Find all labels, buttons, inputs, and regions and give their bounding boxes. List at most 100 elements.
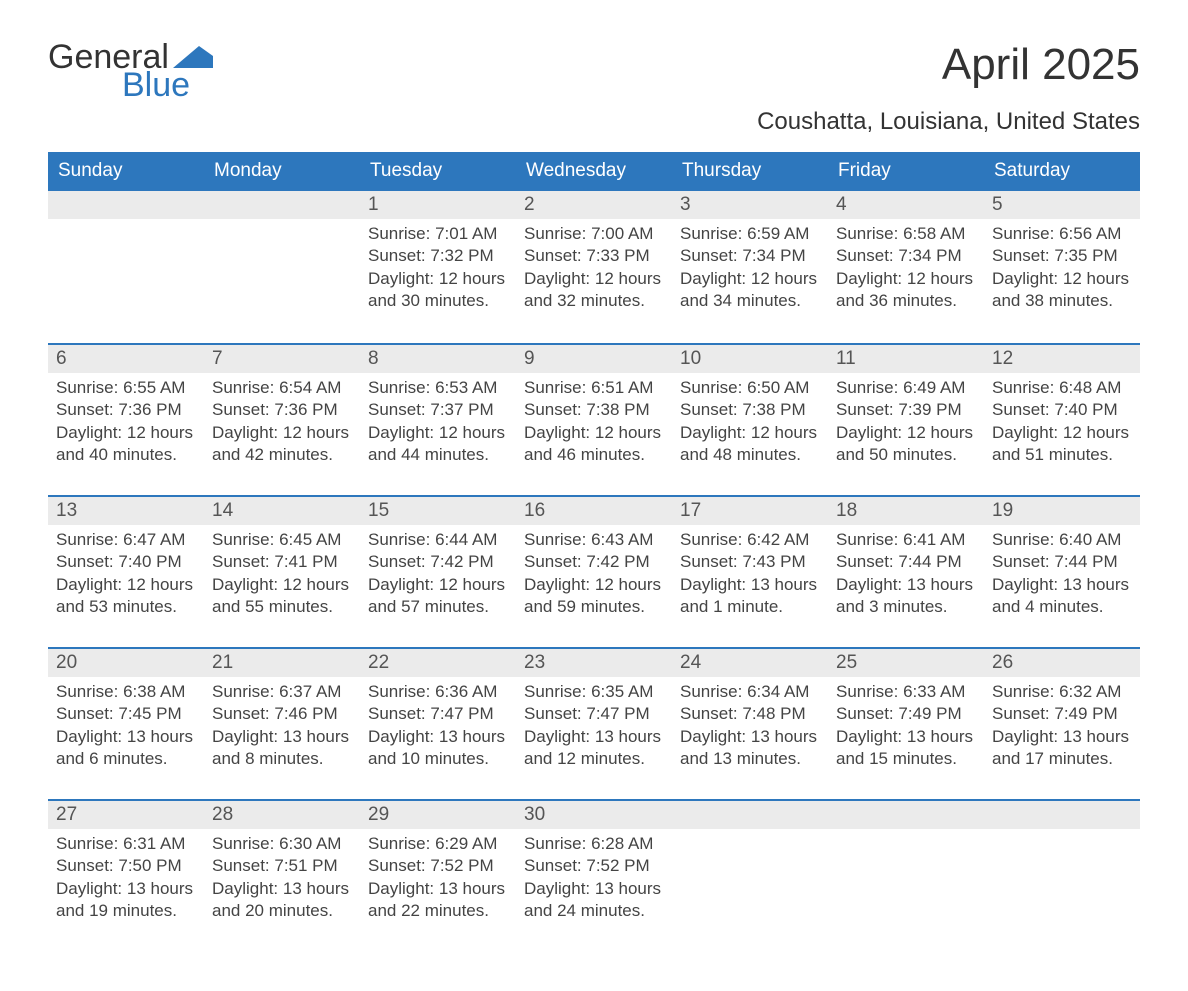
day-number: 12 — [984, 345, 1140, 373]
calendar-day: 4Sunrise: 6:58 AMSunset: 7:34 PMDaylight… — [828, 191, 984, 343]
calendar-day — [672, 801, 828, 951]
calendar-header-cell: Saturday — [984, 152, 1140, 191]
calendar-day: 17Sunrise: 6:42 AMSunset: 7:43 PMDayligh… — [672, 497, 828, 647]
calendar-header-cell: Thursday — [672, 152, 828, 191]
day-body: Sunrise: 6:42 AMSunset: 7:43 PMDaylight:… — [672, 525, 828, 629]
calendar-header-cell: Friday — [828, 152, 984, 191]
calendar-day: 11Sunrise: 6:49 AMSunset: 7:39 PMDayligh… — [828, 345, 984, 495]
day-number: 5 — [984, 191, 1140, 219]
calendar-day: 30Sunrise: 6:28 AMSunset: 7:52 PMDayligh… — [516, 801, 672, 951]
day-body: Sunrise: 7:01 AMSunset: 7:32 PMDaylight:… — [360, 219, 516, 323]
day-body: Sunrise: 6:45 AMSunset: 7:41 PMDaylight:… — [204, 525, 360, 629]
calendar-day: 8Sunrise: 6:53 AMSunset: 7:37 PMDaylight… — [360, 345, 516, 495]
day-number: 7 — [204, 345, 360, 373]
day-body: Sunrise: 6:58 AMSunset: 7:34 PMDaylight:… — [828, 219, 984, 323]
calendar-day — [984, 801, 1140, 951]
calendar-week: 1Sunrise: 7:01 AMSunset: 7:32 PMDaylight… — [48, 191, 1140, 343]
day-body: Sunrise: 6:48 AMSunset: 7:40 PMDaylight:… — [984, 373, 1140, 477]
day-body — [828, 829, 984, 843]
day-body: Sunrise: 6:47 AMSunset: 7:40 PMDaylight:… — [48, 525, 204, 629]
day-number: 16 — [516, 497, 672, 525]
calendar-day: 2Sunrise: 7:00 AMSunset: 7:33 PMDaylight… — [516, 191, 672, 343]
day-body: Sunrise: 6:50 AMSunset: 7:38 PMDaylight:… — [672, 373, 828, 477]
day-body: Sunrise: 6:34 AMSunset: 7:48 PMDaylight:… — [672, 677, 828, 781]
day-number: 10 — [672, 345, 828, 373]
day-body: Sunrise: 6:51 AMSunset: 7:38 PMDaylight:… — [516, 373, 672, 477]
calendar-day: 24Sunrise: 6:34 AMSunset: 7:48 PMDayligh… — [672, 649, 828, 799]
day-number — [204, 191, 360, 219]
calendar-day: 5Sunrise: 6:56 AMSunset: 7:35 PMDaylight… — [984, 191, 1140, 343]
day-body: Sunrise: 6:35 AMSunset: 7:47 PMDaylight:… — [516, 677, 672, 781]
day-body: Sunrise: 7:00 AMSunset: 7:33 PMDaylight:… — [516, 219, 672, 323]
day-body: Sunrise: 6:31 AMSunset: 7:50 PMDaylight:… — [48, 829, 204, 933]
calendar-day: 6Sunrise: 6:55 AMSunset: 7:36 PMDaylight… — [48, 345, 204, 495]
day-body — [204, 219, 360, 233]
calendar-day: 14Sunrise: 6:45 AMSunset: 7:41 PMDayligh… — [204, 497, 360, 647]
calendar-week: 20Sunrise: 6:38 AMSunset: 7:45 PMDayligh… — [48, 647, 1140, 799]
calendar-day — [204, 191, 360, 343]
day-number — [828, 801, 984, 829]
day-number: 21 — [204, 649, 360, 677]
day-body: Sunrise: 6:41 AMSunset: 7:44 PMDaylight:… — [828, 525, 984, 629]
day-number: 4 — [828, 191, 984, 219]
logo-flag-icon — [173, 46, 213, 68]
day-body — [672, 829, 828, 843]
calendar-day: 9Sunrise: 6:51 AMSunset: 7:38 PMDaylight… — [516, 345, 672, 495]
day-number: 14 — [204, 497, 360, 525]
day-body: Sunrise: 6:54 AMSunset: 7:36 PMDaylight:… — [204, 373, 360, 477]
day-number: 23 — [516, 649, 672, 677]
header-row: General Blue April 2025 — [48, 40, 1140, 102]
day-body: Sunrise: 6:56 AMSunset: 7:35 PMDaylight:… — [984, 219, 1140, 323]
day-number: 27 — [48, 801, 204, 829]
calendar-day: 7Sunrise: 6:54 AMSunset: 7:36 PMDaylight… — [204, 345, 360, 495]
calendar-day: 13Sunrise: 6:47 AMSunset: 7:40 PMDayligh… — [48, 497, 204, 647]
calendar-day: 16Sunrise: 6:43 AMSunset: 7:42 PMDayligh… — [516, 497, 672, 647]
day-body — [48, 219, 204, 233]
calendar-day: 15Sunrise: 6:44 AMSunset: 7:42 PMDayligh… — [360, 497, 516, 647]
day-number: 24 — [672, 649, 828, 677]
logo: General Blue — [48, 40, 213, 102]
calendar-day: 21Sunrise: 6:37 AMSunset: 7:46 PMDayligh… — [204, 649, 360, 799]
calendar-day: 1Sunrise: 7:01 AMSunset: 7:32 PMDaylight… — [360, 191, 516, 343]
day-body — [984, 829, 1140, 843]
day-body: Sunrise: 6:29 AMSunset: 7:52 PMDaylight:… — [360, 829, 516, 933]
day-number: 9 — [516, 345, 672, 373]
calendar-day: 3Sunrise: 6:59 AMSunset: 7:34 PMDaylight… — [672, 191, 828, 343]
day-number: 22 — [360, 649, 516, 677]
day-number: 29 — [360, 801, 516, 829]
day-number: 20 — [48, 649, 204, 677]
calendar-header-cell: Sunday — [48, 152, 204, 191]
day-number — [48, 191, 204, 219]
day-body: Sunrise: 6:32 AMSunset: 7:49 PMDaylight:… — [984, 677, 1140, 781]
calendar-day: 12Sunrise: 6:48 AMSunset: 7:40 PMDayligh… — [984, 345, 1140, 495]
day-number: 13 — [48, 497, 204, 525]
calendar-day: 29Sunrise: 6:29 AMSunset: 7:52 PMDayligh… — [360, 801, 516, 951]
calendar-header-cell: Wednesday — [516, 152, 672, 191]
calendar-day — [828, 801, 984, 951]
day-body: Sunrise: 6:36 AMSunset: 7:47 PMDaylight:… — [360, 677, 516, 781]
calendar: SundayMondayTuesdayWednesdayThursdayFrid… — [48, 152, 1140, 951]
day-number: 30 — [516, 801, 672, 829]
calendar-day: 10Sunrise: 6:50 AMSunset: 7:38 PMDayligh… — [672, 345, 828, 495]
day-body: Sunrise: 6:38 AMSunset: 7:45 PMDaylight:… — [48, 677, 204, 781]
calendar-header-cell: Tuesday — [360, 152, 516, 191]
day-number: 8 — [360, 345, 516, 373]
day-body: Sunrise: 6:43 AMSunset: 7:42 PMDaylight:… — [516, 525, 672, 629]
day-body: Sunrise: 6:37 AMSunset: 7:46 PMDaylight:… — [204, 677, 360, 781]
calendar-header-cell: Monday — [204, 152, 360, 191]
day-body: Sunrise: 6:59 AMSunset: 7:34 PMDaylight:… — [672, 219, 828, 323]
day-number: 28 — [204, 801, 360, 829]
calendar-day: 20Sunrise: 6:38 AMSunset: 7:45 PMDayligh… — [48, 649, 204, 799]
day-number: 18 — [828, 497, 984, 525]
day-body: Sunrise: 6:40 AMSunset: 7:44 PMDaylight:… — [984, 525, 1140, 629]
day-number: 3 — [672, 191, 828, 219]
day-body: Sunrise: 6:33 AMSunset: 7:49 PMDaylight:… — [828, 677, 984, 781]
day-number: 17 — [672, 497, 828, 525]
day-number: 1 — [360, 191, 516, 219]
calendar-day: 23Sunrise: 6:35 AMSunset: 7:47 PMDayligh… — [516, 649, 672, 799]
day-body: Sunrise: 6:49 AMSunset: 7:39 PMDaylight:… — [828, 373, 984, 477]
calendar-header-row: SundayMondayTuesdayWednesdayThursdayFrid… — [48, 152, 1140, 191]
calendar-week: 6Sunrise: 6:55 AMSunset: 7:36 PMDaylight… — [48, 343, 1140, 495]
day-number: 26 — [984, 649, 1140, 677]
day-body: Sunrise: 6:30 AMSunset: 7:51 PMDaylight:… — [204, 829, 360, 933]
